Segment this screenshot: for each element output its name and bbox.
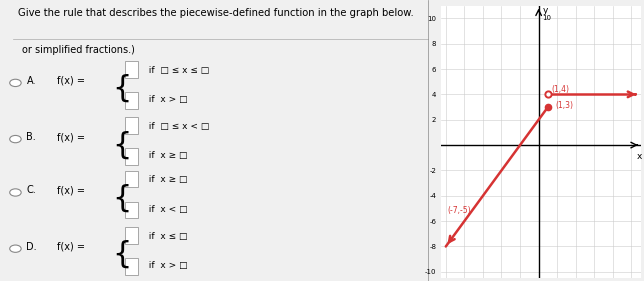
Text: y: y <box>542 6 548 15</box>
Circle shape <box>10 189 21 196</box>
Text: x: x <box>637 152 643 161</box>
Text: {: { <box>113 183 132 213</box>
Text: B.: B. <box>26 132 36 142</box>
Text: C.: C. <box>26 185 36 196</box>
Text: (1,4): (1,4) <box>552 85 570 94</box>
FancyBboxPatch shape <box>125 202 138 218</box>
Text: f(x) =: f(x) = <box>57 132 86 142</box>
Circle shape <box>10 79 21 87</box>
FancyBboxPatch shape <box>125 258 138 275</box>
Circle shape <box>10 135 21 143</box>
FancyBboxPatch shape <box>125 61 138 78</box>
Text: D.: D. <box>26 242 37 252</box>
Text: Give the rule that describes the piecewise-defined function in the graph below.: Give the rule that describes the piecewi… <box>17 8 413 19</box>
Text: {: { <box>113 130 132 159</box>
Text: {: { <box>113 74 132 103</box>
Text: f(x) =: f(x) = <box>57 185 86 196</box>
Text: 10: 10 <box>542 15 551 21</box>
FancyBboxPatch shape <box>125 227 138 244</box>
Text: if  x > □: if x > □ <box>144 95 188 104</box>
FancyBboxPatch shape <box>125 171 138 187</box>
Text: if  x > □: if x > □ <box>144 261 188 270</box>
Text: (1,3): (1,3) <box>555 101 573 110</box>
Text: {: { <box>113 240 132 269</box>
Text: if  x ≥ □: if x ≥ □ <box>144 175 188 184</box>
Circle shape <box>10 245 21 252</box>
Text: if  x ≤ □: if x ≤ □ <box>144 232 188 241</box>
Text: (-7,-5): (-7,-5) <box>448 207 471 216</box>
Text: A.: A. <box>26 76 36 86</box>
FancyBboxPatch shape <box>125 92 138 109</box>
Text: or simplified fractions.): or simplified fractions.) <box>22 45 135 55</box>
Text: if  □ ≤ x < □: if □ ≤ x < □ <box>144 122 210 131</box>
FancyBboxPatch shape <box>125 117 138 134</box>
Text: f(x) =: f(x) = <box>57 76 86 86</box>
Text: if  □ ≤ x ≤ □: if □ ≤ x ≤ □ <box>144 66 209 75</box>
FancyBboxPatch shape <box>125 148 138 165</box>
Text: if  x ≥ □: if x ≥ □ <box>144 151 188 160</box>
Text: if  x < □: if x < □ <box>144 205 188 214</box>
Text: f(x) =: f(x) = <box>57 242 86 252</box>
